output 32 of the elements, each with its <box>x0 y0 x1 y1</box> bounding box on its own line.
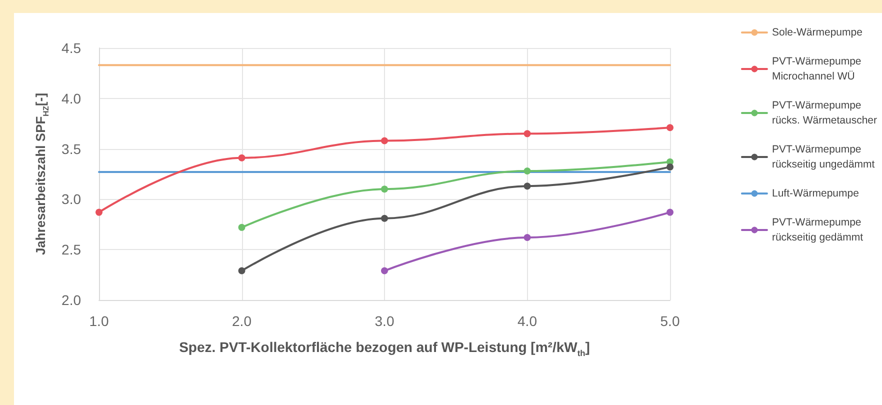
x-tick-label: 2.0 <box>232 313 252 329</box>
point <box>666 163 674 170</box>
y-tick-label: 2.0 <box>62 292 82 308</box>
point <box>381 137 388 144</box>
point <box>238 224 246 231</box>
point <box>381 214 388 222</box>
point <box>524 130 531 138</box>
point <box>524 182 531 190</box>
y-tick-label: 4.0 <box>62 90 82 106</box>
y-tick-label: 3.5 <box>62 140 82 157</box>
legend-label: PVT-Wärmepumpe rückseitig gedämmt <box>772 216 864 244</box>
x-tick-label: 4.0 <box>518 313 538 329</box>
point <box>666 124 674 132</box>
point <box>238 154 246 162</box>
x-tick-label: 1.0 <box>89 313 109 329</box>
point <box>524 167 531 174</box>
point <box>381 267 388 274</box>
point <box>524 234 531 241</box>
y-tick-label: 2.5 <box>62 242 82 258</box>
point <box>381 186 388 193</box>
point <box>666 208 674 216</box>
point <box>238 267 246 274</box>
legend-label: Sole-Wärmepumpe <box>772 26 863 38</box>
y-tick-label: 4.5 <box>62 40 82 56</box>
x-tick-label: 3.0 <box>374 313 394 329</box>
legend-label: PVT-Wärmepumpe rücks. Wärmetauscher <box>772 100 878 126</box>
legend-label: Luft-Wärmepumpe <box>772 188 860 200</box>
point <box>96 208 102 216</box>
legend-label: PVT-Wärmepumpe rückseitig ungedämmt <box>772 144 875 170</box>
x-tick-label: 5.0 <box>660 313 680 329</box>
legend-label: PVT-Wärmepumpe Microchannel WÜ <box>772 56 862 82</box>
y-tick-label: 3.0 <box>62 191 82 208</box>
